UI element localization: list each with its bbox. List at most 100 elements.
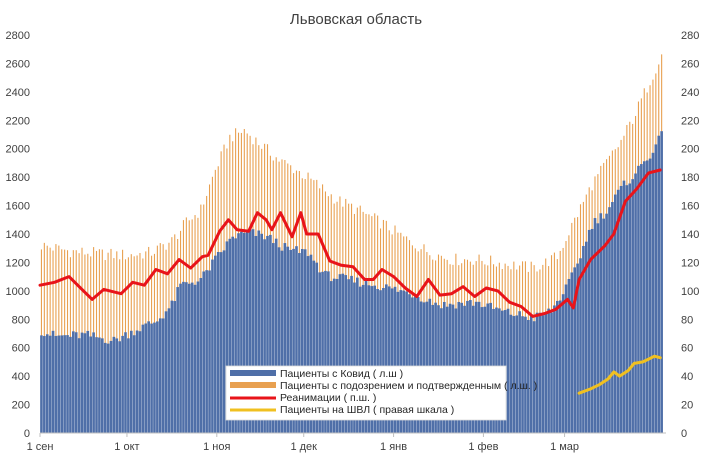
covid-bar xyxy=(153,322,156,433)
y-right-tick-label: 140 xyxy=(681,229,699,241)
covid-bar xyxy=(573,267,576,433)
covid-bar xyxy=(45,334,49,433)
covid-bar xyxy=(286,246,290,433)
x-axis: 1 сен 1 окт 1 ноя 1 дек 1 янв 1 фев 1 мар xyxy=(27,433,579,453)
covid-bar xyxy=(193,284,197,433)
x-tick-label: 1 окт xyxy=(114,441,139,453)
covid-bar xyxy=(260,233,263,433)
suspected-bar xyxy=(107,252,109,433)
covid-bar xyxy=(257,230,261,433)
covid-bar xyxy=(187,283,191,433)
covid-bar xyxy=(179,283,182,433)
covid-bar xyxy=(411,297,414,433)
covid-bar xyxy=(124,332,127,433)
covid-bar xyxy=(561,294,565,433)
covid-bars xyxy=(40,131,663,434)
legend-label-ventilator: Пациенты на ШВЛ ( правая шкала ) xyxy=(280,404,454,416)
covid-bar xyxy=(48,335,52,433)
y-left-axis: 0 200 400 600 800 1000 1200 1400 1600 1800 2000 220… xyxy=(6,30,30,440)
covid-bar xyxy=(642,161,646,434)
covid-bar xyxy=(54,335,58,433)
covid-bar xyxy=(103,342,107,433)
covid-bar xyxy=(402,290,406,433)
covid-bar xyxy=(306,256,310,433)
y-left-tick-label: 200 xyxy=(12,400,30,412)
covid-bar xyxy=(245,231,249,433)
covid-bar xyxy=(660,131,663,433)
covid-bar xyxy=(138,331,142,433)
y-right-tick-label: 260 xyxy=(681,58,699,70)
covid-bar xyxy=(292,248,295,433)
covid-bar xyxy=(587,229,591,433)
x-tick-label: 1 мар xyxy=(550,441,579,453)
covid-bar xyxy=(558,300,562,433)
y-right-tick-label: 220 xyxy=(681,115,699,127)
covid-bar xyxy=(40,335,43,433)
x-tick-label: 1 янв xyxy=(380,441,407,453)
covid-bar xyxy=(396,291,400,433)
covid-bar xyxy=(231,236,235,433)
covid-bar xyxy=(266,235,269,433)
covid-bar xyxy=(515,315,519,433)
y-right-tick-label: 120 xyxy=(681,257,699,269)
y-right-tick-label: 100 xyxy=(681,286,699,298)
covid-bar xyxy=(74,332,78,433)
covid-bar xyxy=(158,318,162,433)
covid-bar xyxy=(529,315,533,433)
icu-line xyxy=(38,168,662,318)
covid-bar xyxy=(385,284,388,433)
covid-bar xyxy=(556,300,559,433)
covid-bar xyxy=(51,330,55,433)
covid-bar xyxy=(373,285,377,433)
covid-bar xyxy=(602,218,605,433)
covid-bar xyxy=(364,279,368,433)
legend: Пациенты с Ковид ( л.ш ) Пациенты с подо… xyxy=(225,365,537,421)
covid-bar xyxy=(382,287,385,433)
covid-bar xyxy=(214,255,217,433)
covid-bar xyxy=(393,286,397,433)
y-right-tick-label: 60 xyxy=(681,343,693,355)
covid-bar xyxy=(550,312,553,433)
covid-bar xyxy=(66,335,69,433)
covid-bar xyxy=(628,183,632,433)
y-left-tick-label: 2600 xyxy=(6,58,30,70)
covid-bar xyxy=(553,305,556,433)
covid-bar xyxy=(101,338,104,433)
covid-bar xyxy=(576,263,579,433)
covid-bar xyxy=(89,336,93,433)
covid-bar xyxy=(115,338,119,433)
covid-bar xyxy=(211,259,214,433)
covid-bar xyxy=(657,135,661,433)
covid-bar xyxy=(613,194,617,433)
covid-bar xyxy=(506,308,510,433)
y-right-tick-label: 280 xyxy=(681,30,699,42)
covid-bar xyxy=(608,207,611,433)
covid-bar xyxy=(616,189,620,433)
chart-title: Львовская область xyxy=(290,11,422,28)
covid-bar xyxy=(309,254,313,433)
covid-bar xyxy=(57,335,61,433)
covid-bar xyxy=(541,315,545,433)
covid-bar xyxy=(248,229,252,433)
covid-bar xyxy=(176,287,179,433)
covid-bar xyxy=(202,271,206,433)
covid-bar xyxy=(237,233,240,433)
covid-bar xyxy=(344,275,348,433)
covid-bar xyxy=(622,180,626,433)
covid-bar xyxy=(121,335,124,433)
ventilator-line xyxy=(577,354,662,395)
covid-bar xyxy=(414,296,417,433)
covid-bar xyxy=(173,301,177,433)
covid-bar xyxy=(150,323,153,433)
covid-bar xyxy=(185,282,188,433)
covid-bar xyxy=(118,341,121,433)
covid-bar xyxy=(327,271,330,433)
y-left-tick-label: 800 xyxy=(12,314,30,326)
covid-bar xyxy=(637,165,640,433)
y-left-tick-label: 2000 xyxy=(6,144,30,156)
covid-bar xyxy=(254,235,258,433)
y-right-tick-label: 20 xyxy=(681,400,693,412)
covid-bar xyxy=(208,270,211,433)
covid-bar xyxy=(170,300,174,433)
